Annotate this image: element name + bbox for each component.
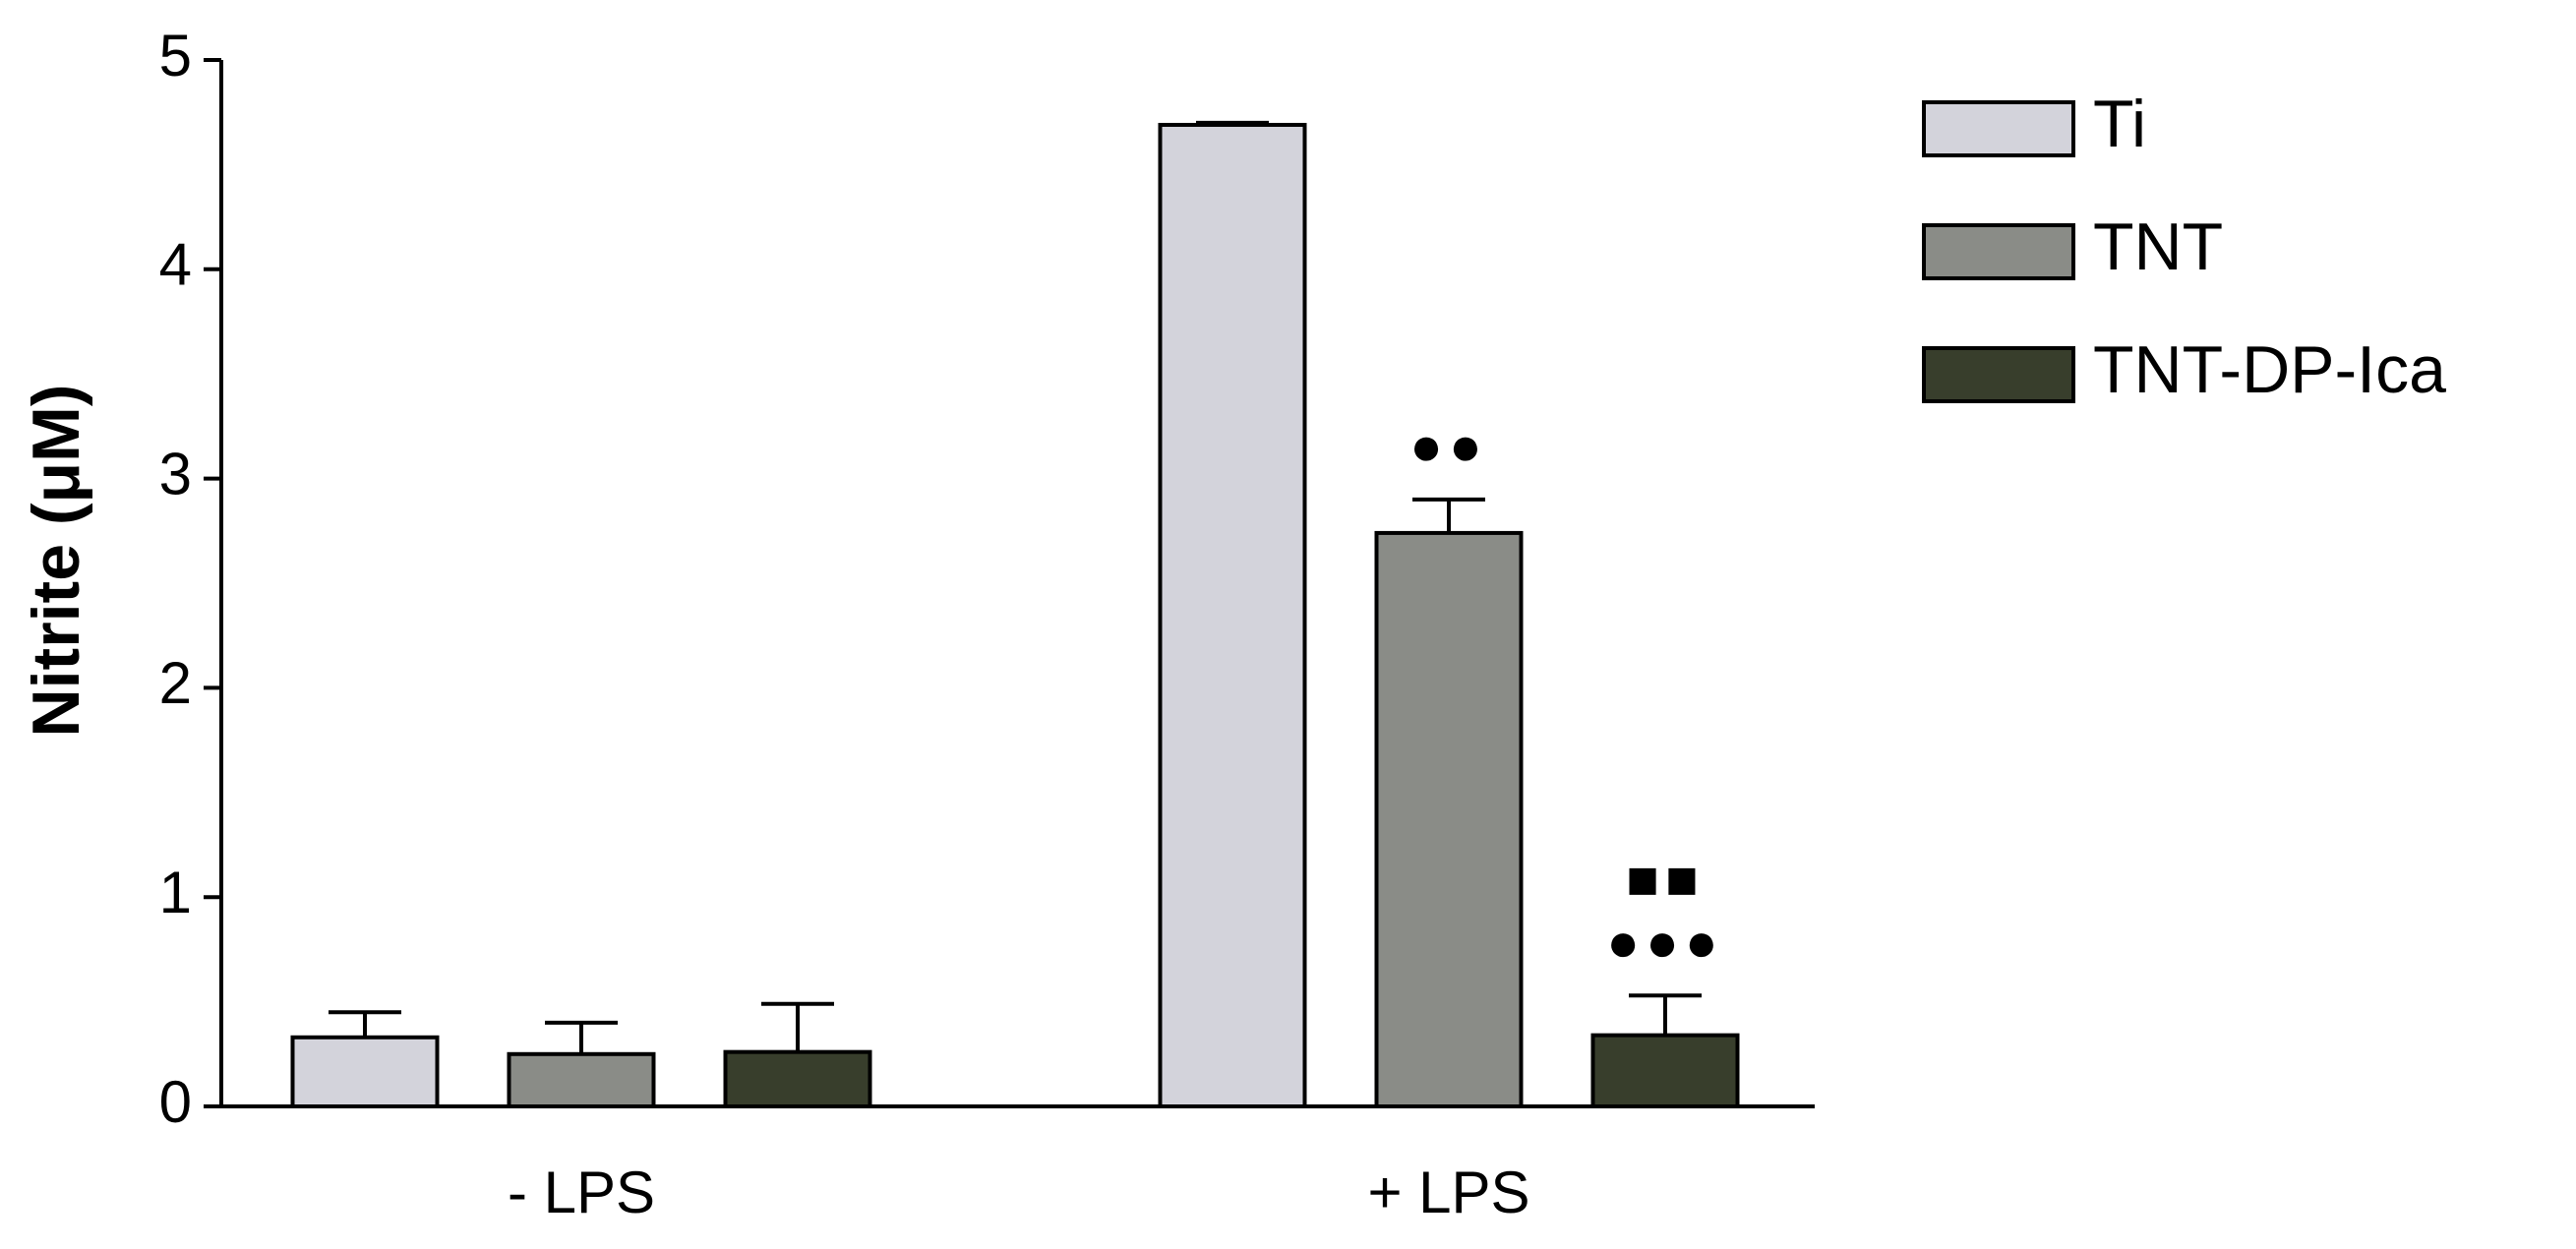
y-axis-label: Nitrite (μM)	[19, 385, 93, 738]
y-tick-label: 5	[159, 23, 192, 89]
legend-label: TNT	[2093, 209, 2223, 284]
y-tick-label: 0	[159, 1069, 192, 1135]
significance-marker: ■■	[1626, 848, 1705, 910]
x-tick-label: - LPS	[508, 1160, 655, 1225]
significance-marker: ●●	[1409, 415, 1488, 477]
bar	[507, 1051, 656, 1109]
legend-label: Ti	[2093, 87, 2146, 161]
y-tick-label: 1	[159, 860, 192, 925]
bar	[1590, 1033, 1740, 1108]
legend-label: TNT-DP-Ica	[2093, 332, 2446, 407]
bar	[290, 1035, 440, 1108]
legend-swatch	[1922, 100, 2075, 157]
significance-marker: ●●●	[1606, 911, 1723, 973]
bar	[723, 1049, 872, 1108]
legend-swatch	[1922, 346, 2075, 403]
bar	[1158, 122, 1307, 1108]
bar	[1374, 530, 1524, 1108]
y-tick-label: 2	[159, 650, 192, 716]
y-tick-label: 4	[159, 232, 192, 298]
x-tick-label: + LPS	[1367, 1160, 1529, 1225]
legend-swatch	[1922, 223, 2075, 280]
y-tick-label: 3	[159, 441, 192, 506]
